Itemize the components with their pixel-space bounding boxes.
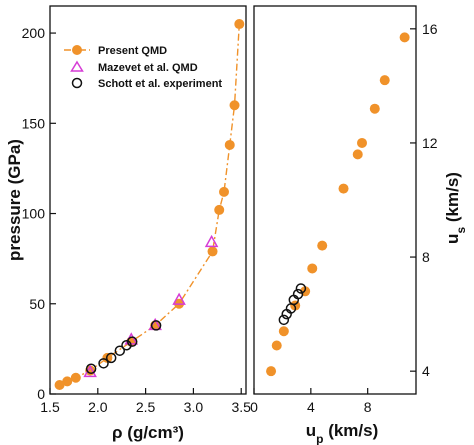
left-point-present-qmd [219,186,230,197]
left-point-schott-et-al-experiment [114,345,126,356]
right-point-present-qmd [399,32,410,43]
left-y-tick-label: 200 [22,25,46,41]
legend: Present QMD Mazevet et al. QMD Schott et… [64,45,222,90]
right-point-present-qmd [266,366,277,377]
right-y-tick-label: 16 [422,21,438,37]
right-point-present-qmd [271,340,282,351]
legend-item-schott: Schott et al. experiment [71,77,222,90]
legend-marker-schott [71,77,83,89]
left-point-schott-et-al-experiment [85,363,97,374]
left-point-schott-et-al-experiment [126,336,138,347]
legend-label-present: Present QMD [98,45,167,57]
legend-marker-mazevet [70,60,84,72]
right-x-axis-title: up (km/s) [306,421,379,445]
left-x-tick-label: 2.5 [136,399,156,415]
right-point-present-qmd [338,183,349,194]
left-point-present-qmd [70,372,81,383]
left-point-present-qmd [54,379,65,390]
right-y-tick-label: 12 [422,135,438,151]
right-panel: 0 4 8 4 8 12 16 us (km/s) up (km/s) [250,5,468,445]
right-point-present-qmd [307,263,318,274]
left-series [54,19,245,390]
left-x-tick-label: 3.5 [231,399,251,415]
left-point-mazevet-et-al-qmd [172,292,186,305]
right-y-axis-title: us (km/s) [443,172,468,244]
left-point-present-qmd [229,100,240,111]
left-plot-frame [49,5,247,395]
right-plot-frame [253,5,417,395]
left-point-schott-et-al-experiment [121,340,132,351]
right-point-present-qmd [369,103,380,114]
left-point-schott-et-al-experiment [98,358,109,369]
legend-item-mazevet: Mazevet et al. QMD [70,60,198,74]
left-y-tick-label: 50 [29,296,45,312]
left-ticks: 1.5 2.0 2.5 3.0 3.5 0 50 100 150 200 [22,25,252,415]
left-point-schott-et-al-experiment [150,320,162,331]
right-point-schott-et-al-experiment [278,314,290,326]
right-x-tick-label: 8 [364,399,372,415]
right-x-tick-label: 4 [307,399,315,415]
left-point-mazevet-et-al-qmd [204,234,219,248]
right-y-tick-label: 4 [422,363,430,379]
legend-label-mazevet: Mazevet et al. QMD [98,62,198,74]
left-point-schott-et-al-experiment [105,352,117,364]
right-series [266,32,410,377]
left-panel: 1.5 2.0 2.5 3.0 3.5 0 50 100 150 200 pressure (GP… [5,5,252,442]
right-point-present-qmd [278,326,289,337]
left-y-tick-label: 0 [37,386,45,402]
left-y-tick-label: 150 [22,115,46,131]
left-y-axis-title: pressure (GPa) [5,139,24,261]
right-point-schott-et-al-experiment [295,283,307,294]
right-y-tick-label: 8 [422,249,430,265]
left-point-present-qmd [62,376,73,387]
legend-item-present: Present QMD [64,45,167,57]
left-x-tick-label: 1.5 [40,399,60,415]
right-point-present-qmd [357,137,367,148]
right-point-schott-et-al-experiment [292,288,304,300]
right-point-present-qmd [317,240,328,251]
left-point-present-qmd [234,19,245,30]
left-x-tick-label: 2.0 [88,399,108,415]
left-point-present-qmd [214,204,225,215]
left-x-axis-title: ρ (g/cm³) [112,423,184,442]
right-point-present-qmd [379,75,390,86]
left-x-tick-label: 3.0 [184,399,204,415]
right-point-present-qmd [352,149,363,160]
legend-marker-present [72,45,82,55]
left-point-present-qmd [207,246,218,257]
right-ticks: 0 4 8 4 8 12 16 [250,21,438,415]
left-point-present-qmd [224,139,235,150]
legend-label-schott: Schott et al. experiment [98,78,222,90]
left-y-tick-label: 100 [22,206,46,222]
right-x-tick-label: 0 [250,399,258,415]
